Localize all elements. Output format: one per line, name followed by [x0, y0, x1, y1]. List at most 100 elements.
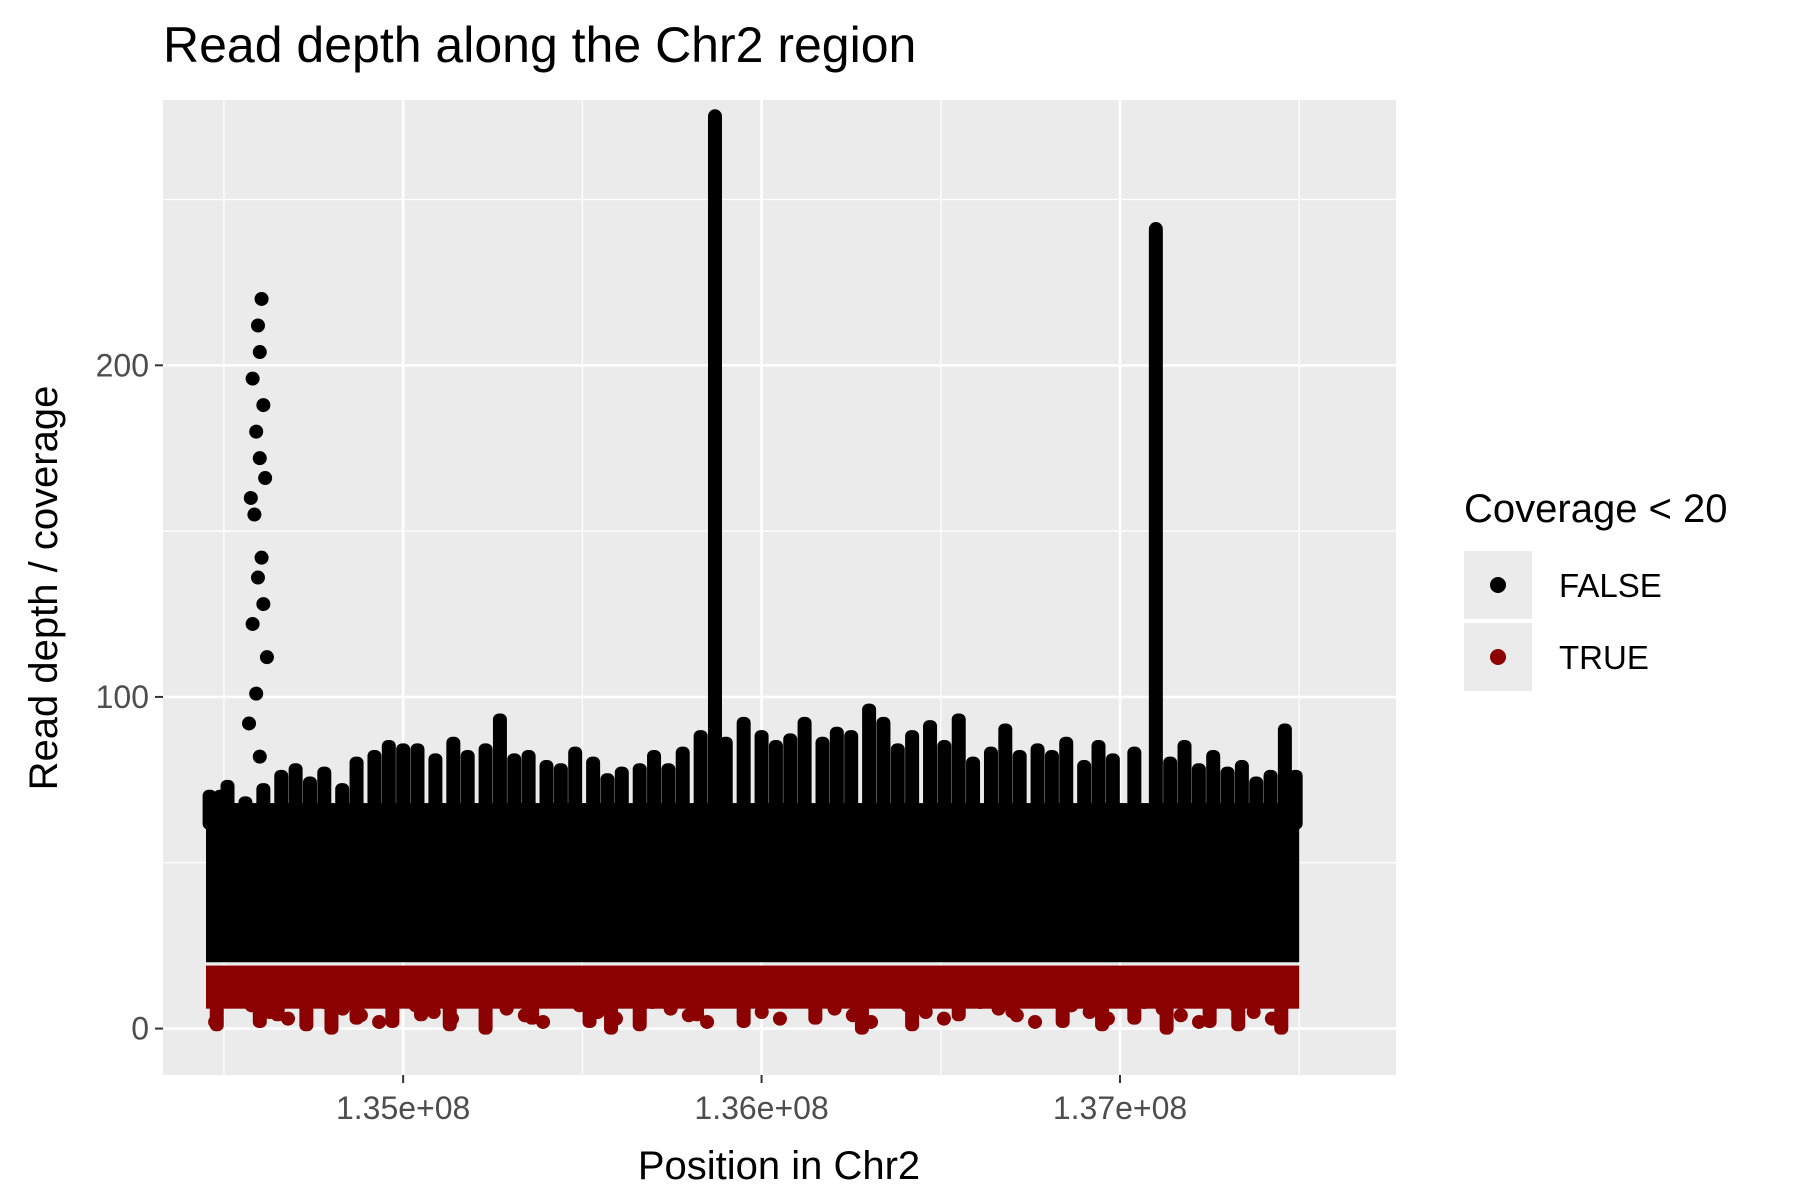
point-true	[226, 991, 241, 1006]
point-false-column	[1177, 740, 1192, 830]
point-true	[1173, 1008, 1188, 1023]
point-true	[718, 991, 733, 1006]
point-false-column	[675, 746, 690, 830]
point-false-column	[718, 736, 733, 830]
point-true	[955, 988, 970, 1003]
point-true	[1283, 988, 1298, 1003]
point-true	[645, 995, 660, 1010]
point-false-column	[754, 730, 769, 830]
x-tick-label: 1.36e+08	[694, 1090, 828, 1126]
point-true	[299, 988, 314, 1003]
point-true	[1064, 998, 1079, 1013]
point-true	[681, 1008, 696, 1023]
point-false-column	[568, 746, 583, 830]
point-false-column	[937, 740, 952, 830]
point-true	[1100, 1011, 1115, 1026]
point-false-column	[998, 723, 1013, 830]
point-false-column	[410, 743, 425, 830]
point-false	[250, 318, 265, 333]
point-false-column	[381, 740, 396, 830]
point-true	[918, 1004, 933, 1019]
point-true	[554, 991, 569, 1006]
point-false-column	[492, 713, 507, 830]
point-true	[973, 995, 988, 1010]
point-false-column	[1220, 766, 1235, 830]
point-false-column	[614, 766, 629, 830]
point-false-column	[600, 773, 615, 830]
x-axis: 1.35e+08 1.36e+08 1.37e+08	[336, 1075, 1187, 1126]
point-false-column	[797, 716, 812, 830]
y-axis: 0 100 200	[96, 347, 163, 1047]
point-true	[1246, 1004, 1261, 1019]
point-true	[1192, 1014, 1207, 1029]
point-false	[249, 424, 264, 439]
point-true	[1137, 995, 1152, 1010]
point-true	[900, 998, 915, 1013]
point-false	[247, 507, 262, 522]
point-true-column	[1274, 988, 1289, 1035]
point-true	[827, 1001, 842, 1016]
point-true	[1028, 1014, 1043, 1029]
point-false	[245, 371, 260, 386]
point-false-column	[1030, 743, 1045, 830]
point-false-column	[1105, 753, 1120, 830]
point-false-column	[317, 766, 332, 830]
chart-title: Read depth along the Chr2 region	[163, 17, 916, 73]
point-false-column	[1077, 759, 1092, 830]
point-true	[1264, 1011, 1279, 1026]
point-true-column	[252, 988, 267, 1028]
data-points	[202, 109, 1303, 1035]
point-false-column	[661, 763, 676, 830]
point-false-column	[220, 779, 235, 830]
x-tick-label: 1.37e+08	[1053, 1090, 1187, 1126]
point-true	[208, 1014, 223, 1029]
point-true	[426, 1004, 441, 1019]
point-true	[845, 1008, 860, 1023]
point-true	[572, 998, 587, 1013]
point-false	[243, 490, 258, 505]
point-true	[536, 1014, 551, 1029]
point-true	[772, 1011, 787, 1026]
point-false-column	[1163, 756, 1178, 830]
point-true	[517, 1008, 532, 1023]
point-false-column	[586, 756, 601, 830]
point-false-column	[647, 750, 662, 830]
point-true-column	[582, 988, 597, 1028]
point-true	[791, 988, 806, 1003]
point-false-column	[890, 743, 905, 830]
point-false-column	[521, 750, 536, 830]
point-false-column	[302, 776, 317, 830]
point-false	[249, 686, 264, 701]
point-false-column	[905, 730, 920, 830]
legend-key-true-swatch	[1490, 649, 1506, 665]
point-false-column	[862, 703, 877, 830]
point-false-column	[951, 713, 966, 830]
spike-false	[707, 109, 722, 830]
point-false-column	[367, 750, 382, 830]
point-false-column	[632, 763, 647, 830]
y-tick-label: 0	[131, 1011, 149, 1047]
point-true	[262, 1004, 277, 1019]
spike-false	[1148, 222, 1163, 830]
point-true	[864, 1014, 879, 1029]
point-false-column	[335, 783, 350, 830]
legend-label-true: TRUE	[1559, 639, 1649, 676]
point-false	[252, 451, 267, 466]
y-tick-label: 100	[96, 679, 149, 715]
point-false-column	[1288, 769, 1303, 830]
point-true	[882, 991, 897, 1006]
point-false-column	[478, 743, 493, 830]
point-false-column	[1044, 750, 1059, 830]
point-false-column	[1012, 750, 1027, 830]
point-true	[244, 998, 259, 1013]
point-false	[252, 749, 267, 764]
point-false-column	[202, 789, 217, 830]
legend-title: Coverage < 20	[1464, 487, 1728, 531]
point-true	[700, 1014, 715, 1029]
point-false-column	[1249, 776, 1264, 830]
point-false-column	[553, 763, 568, 830]
point-true	[936, 1011, 951, 1026]
point-false-column	[1127, 746, 1142, 830]
point-true	[281, 1011, 296, 1026]
point-false-column	[1191, 763, 1206, 830]
